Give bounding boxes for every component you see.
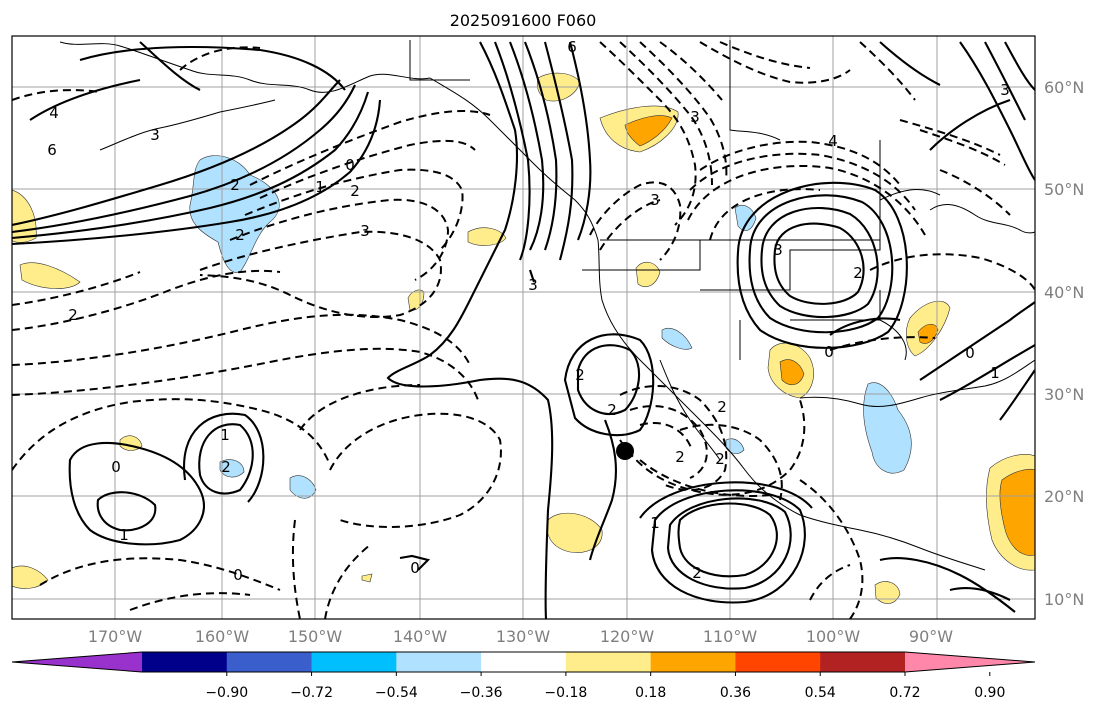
colorbar-segment [481, 652, 567, 672]
contour-label: 3 [360, 222, 370, 240]
lon-label: 150°W [288, 627, 343, 646]
colorbar-tick-label: 0.36 [720, 685, 751, 701]
contour-label: 0 [233, 566, 243, 584]
contour-label: 6 [567, 38, 577, 56]
colorbar-tick-label: −0.90 [205, 685, 248, 701]
colorbar-extend-left [12, 652, 142, 672]
latitude-labels: 60°N 50°N 40°N 30°N 20°N 10°N [1044, 78, 1084, 609]
colorbar-tick-label: −0.54 [375, 685, 418, 701]
contour-label: 0 [111, 458, 121, 476]
contour-label: 3 [650, 191, 660, 209]
contour-label: 0 [345, 156, 355, 174]
contour-label: 2 [230, 176, 240, 194]
contour-label: 2 [221, 458, 231, 476]
map-title: 2025091600 F060 [450, 11, 597, 30]
contour-label: 2 [350, 182, 360, 200]
contour-label: 2 [715, 450, 725, 468]
colorbar-segment [820, 652, 906, 672]
contour-label: 2 [717, 398, 727, 416]
solid-contours [12, 41, 1035, 619]
lon-label: 140°W [393, 627, 448, 646]
lat-label: 20°N [1044, 487, 1084, 506]
contour-label: 3 [528, 276, 538, 294]
position-marker [616, 442, 634, 460]
contour-label: 2 [575, 366, 585, 384]
contour-label: 1 [650, 514, 660, 532]
lon-label: 110°W [703, 627, 758, 646]
contour-label: 1 [119, 526, 129, 544]
contour-label: 1 [315, 178, 325, 196]
contour-label: 3 [773, 241, 783, 259]
lon-label: 130°W [496, 627, 551, 646]
gridlines [12, 36, 1035, 619]
contour-labels: 6 4 2 3 3 2 0 1 2 3 4 6 2 3 3 2 0 2 2 2 … [47, 38, 1010, 584]
lon-label: 170°W [88, 627, 143, 646]
lat-label: 30°N [1044, 385, 1084, 404]
lon-label: 100°W [806, 627, 861, 646]
lon-label: 120°W [600, 627, 655, 646]
contour-label: 2 [235, 226, 245, 244]
contour-label: 3 [150, 126, 160, 144]
lat-label: 60°N [1044, 78, 1084, 97]
colorbar-outline [11, 651, 1036, 673]
colorbar-tick-label: 0.90 [974, 685, 1005, 701]
contour-label: 3 [690, 108, 700, 126]
contour-label: 1 [220, 426, 230, 444]
colorbar-segment [735, 652, 821, 672]
contour-label: 2 [607, 401, 617, 419]
contour-label: 2 [675, 448, 685, 466]
lon-label: 90°W [909, 627, 953, 646]
dashed-contours [12, 41, 1035, 619]
contour-label: 1 [990, 364, 1000, 382]
colorbar-tick-label: −0.18 [544, 685, 587, 701]
colorbar-segment [226, 652, 313, 672]
colorbar-tick-label: 0.54 [805, 685, 836, 701]
colorbar-tick-label: 0.72 [889, 685, 920, 701]
lat-label: 50°N [1044, 180, 1084, 199]
colorbar: −0.90 −0.72 −0.54 −0.36 −0.18 0.18 0.36 0.54 0.7… [11, 651, 1036, 701]
colorbar-tick-label: −0.72 [290, 685, 333, 701]
coastlines [59, 40, 1035, 571]
contour-label: 4 [828, 132, 838, 150]
longitude-labels: 170°W 160°W 150°W 140°W 130°W 120°W 110°… [88, 627, 953, 646]
colorbar-segment [565, 652, 652, 672]
colorbar-segment [396, 652, 482, 672]
contour-label: 3 [1000, 81, 1010, 99]
colorbar-segment [142, 652, 228, 672]
map-area: 6 4 2 3 3 2 0 1 2 3 4 6 2 3 3 2 0 2 2 2 … [12, 36, 1035, 619]
colorbar-tick-label: 0.18 [635, 685, 666, 701]
colorbar-extend-right [905, 652, 1035, 672]
contour-label: 2 [853, 264, 863, 282]
lon-label: 160°W [195, 627, 250, 646]
contour-label: 2 [68, 306, 78, 324]
map-frame [11, 35, 1036, 620]
contour-label: 6 [47, 141, 57, 159]
lat-label: 40°N [1044, 283, 1084, 302]
contour-label: 0 [965, 344, 975, 362]
contour-label: 0 [410, 559, 420, 577]
colorbar-segment [650, 652, 736, 672]
contour-label: 0 [824, 343, 834, 361]
colorbar-tick-label: −0.36 [460, 685, 503, 701]
contour-label: 2 [692, 564, 702, 582]
contour-label: 4 [49, 104, 59, 122]
lat-label: 10°N [1044, 590, 1084, 609]
colorbar-segment [311, 652, 397, 672]
